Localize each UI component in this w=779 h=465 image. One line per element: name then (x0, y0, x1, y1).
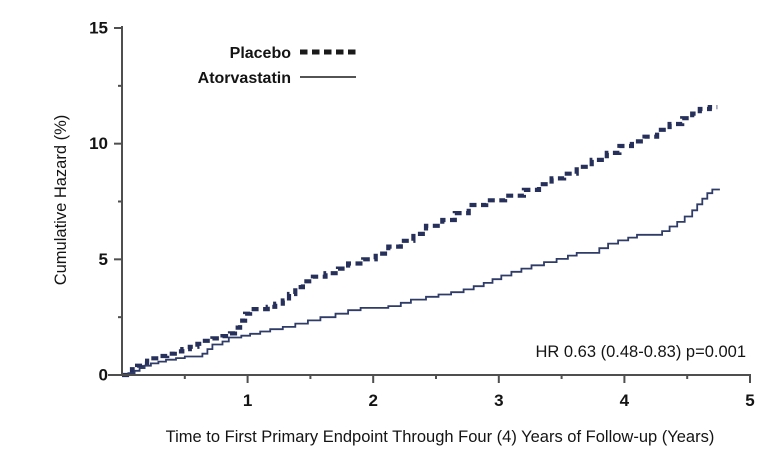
x-tick-label: 1 (243, 391, 252, 410)
legend: Placebo Atorvastatin (198, 45, 356, 87)
tick-labels: 1 2 3 4 5 0 5 10 15 (89, 19, 755, 411)
legend-label-atorvastatin: Atorvastatin (198, 70, 291, 87)
hazard-ratio-annotation: HR 0.63 (0.48-0.83) p=0.001 (535, 343, 746, 361)
y-tick-label: 10 (89, 134, 108, 153)
y-tick-label: 5 (99, 250, 108, 269)
x-tick-label: 3 (494, 391, 503, 410)
axis-ticks (114, 27, 751, 383)
y-tick-label: 15 (89, 19, 108, 38)
y-tick-label: 0 (99, 366, 108, 385)
x-tick-label: 5 (745, 391, 754, 410)
axes-group: 1 2 3 4 5 0 5 10 15 (89, 19, 755, 411)
x-axis-title: Time to First Primary Endpoint Through F… (166, 428, 715, 446)
x-tick-label: 4 (620, 391, 630, 410)
y-axis-title: Cumulative Hazard (%) (52, 115, 70, 286)
legend-label-placebo: Placebo (230, 45, 292, 62)
x-tick-label: 2 (368, 391, 377, 410)
curves-group (122, 105, 720, 378)
atorvastatin-curve (122, 188, 720, 376)
placebo-curve (122, 105, 718, 378)
